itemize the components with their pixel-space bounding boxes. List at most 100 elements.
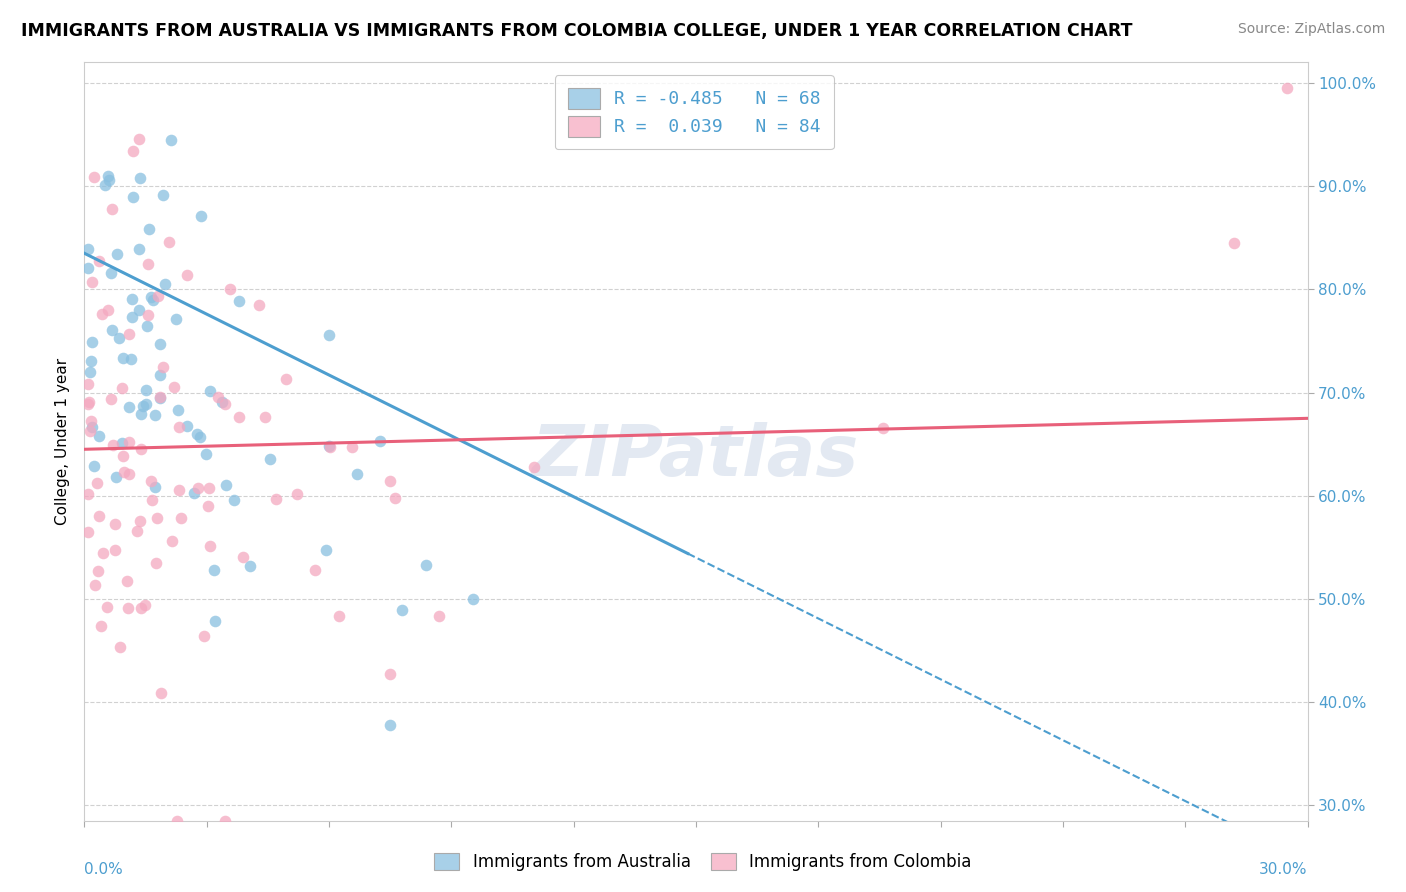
Text: 30.0%: 30.0% bbox=[1260, 863, 1308, 878]
Point bbox=[100, 323, 122, 337]
Point bbox=[135, 397, 157, 411]
Point bbox=[132, 399, 155, 413]
Point bbox=[167, 483, 190, 497]
Point bbox=[368, 434, 391, 448]
Point bbox=[86, 475, 108, 490]
Point bbox=[380, 666, 402, 681]
Point bbox=[190, 209, 212, 223]
Point bbox=[427, 609, 450, 624]
Point bbox=[340, 440, 363, 454]
Point bbox=[163, 380, 186, 394]
Point bbox=[215, 478, 238, 492]
Point bbox=[149, 368, 172, 382]
Point bbox=[136, 257, 159, 271]
Point bbox=[134, 599, 156, 613]
Point bbox=[97, 302, 120, 317]
Point bbox=[104, 516, 127, 531]
Point bbox=[83, 459, 105, 474]
Point bbox=[194, 447, 217, 461]
Text: Source: ZipAtlas.com: Source: ZipAtlas.com bbox=[1237, 22, 1385, 37]
Point bbox=[104, 543, 127, 558]
Point bbox=[128, 242, 150, 256]
Point bbox=[87, 508, 110, 523]
Point bbox=[197, 499, 219, 513]
Point bbox=[415, 558, 437, 572]
Point bbox=[328, 609, 350, 624]
Point bbox=[183, 486, 205, 500]
Point bbox=[214, 397, 236, 411]
Point bbox=[129, 442, 152, 457]
Legend: Immigrants from Australia, Immigrants from Colombia: Immigrants from Australia, Immigrants fr… bbox=[426, 845, 980, 880]
Point bbox=[274, 372, 297, 386]
Point bbox=[193, 629, 215, 643]
Point bbox=[211, 395, 233, 409]
Point bbox=[166, 814, 188, 828]
Point bbox=[186, 481, 208, 495]
Point bbox=[82, 334, 104, 349]
Point bbox=[77, 260, 100, 275]
Point bbox=[176, 268, 198, 282]
Point bbox=[100, 266, 122, 280]
Point bbox=[200, 539, 222, 553]
Point bbox=[87, 429, 110, 443]
Point bbox=[100, 202, 122, 216]
Point bbox=[872, 420, 894, 434]
Point bbox=[80, 276, 103, 290]
Point bbox=[77, 242, 100, 256]
Point bbox=[139, 290, 162, 304]
Y-axis label: College, Under 1 year: College, Under 1 year bbox=[55, 358, 70, 525]
Point bbox=[80, 354, 103, 368]
Point bbox=[141, 492, 163, 507]
Point bbox=[378, 474, 401, 488]
Point bbox=[79, 424, 101, 438]
Point bbox=[100, 392, 122, 406]
Point bbox=[318, 328, 340, 343]
Point bbox=[128, 303, 150, 318]
Point bbox=[135, 384, 157, 398]
Point bbox=[167, 419, 190, 434]
Point bbox=[111, 436, 134, 450]
Point bbox=[170, 511, 193, 525]
Point bbox=[138, 222, 160, 236]
Point bbox=[118, 400, 141, 414]
Point bbox=[103, 438, 125, 452]
Point bbox=[96, 600, 118, 615]
Point bbox=[222, 492, 245, 507]
Point bbox=[136, 308, 159, 322]
Point bbox=[77, 487, 100, 501]
Point bbox=[266, 491, 288, 506]
Point bbox=[77, 397, 100, 411]
Point bbox=[97, 173, 120, 187]
Point bbox=[77, 377, 100, 392]
Point bbox=[285, 487, 308, 501]
Point bbox=[198, 481, 221, 495]
Point bbox=[253, 410, 276, 425]
Point bbox=[202, 563, 225, 577]
Point bbox=[139, 474, 162, 488]
Point bbox=[219, 282, 242, 296]
Point bbox=[146, 288, 169, 302]
Text: IMMIGRANTS FROM AUSTRALIA VS IMMIGRANTS FROM COLOMBIA COLLEGE, UNDER 1 YEAR CORR: IMMIGRANTS FROM AUSTRALIA VS IMMIGRANTS … bbox=[21, 22, 1133, 40]
Point bbox=[176, 419, 198, 434]
Point bbox=[115, 574, 138, 588]
Point bbox=[90, 618, 112, 632]
Text: ZIPatlas: ZIPatlas bbox=[533, 422, 859, 491]
Point bbox=[186, 427, 208, 442]
Point bbox=[247, 298, 270, 312]
Point bbox=[117, 600, 139, 615]
Point bbox=[83, 578, 105, 592]
Point bbox=[108, 330, 131, 344]
Point bbox=[128, 514, 150, 528]
Point bbox=[157, 235, 180, 249]
Text: 0.0%: 0.0% bbox=[84, 863, 124, 878]
Point bbox=[228, 293, 250, 308]
Point bbox=[122, 144, 145, 158]
Point bbox=[111, 381, 134, 395]
Point bbox=[167, 403, 190, 417]
Point bbox=[228, 409, 250, 424]
Point bbox=[149, 686, 172, 700]
Point bbox=[121, 310, 143, 325]
Point bbox=[200, 384, 222, 398]
Point bbox=[112, 466, 135, 480]
Point bbox=[136, 318, 159, 333]
